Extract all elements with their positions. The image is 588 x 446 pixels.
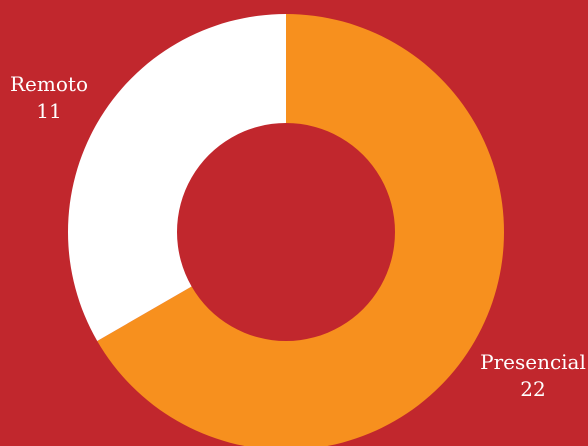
label-presencial: Presencial 22 [480, 350, 586, 401]
slice-label-presencial-value: 22 [520, 377, 545, 401]
slice-presencial [97, 14, 504, 446]
slice-label-remoto-name: Remoto [10, 72, 88, 96]
slice-label-remoto-value: 11 [36, 99, 61, 123]
donut-slices [67, 14, 504, 446]
slice-remoto [67, 14, 286, 341]
slice-label-presencial-name: Presencial [480, 350, 586, 374]
label-remoto: Remoto 11 [10, 72, 88, 123]
